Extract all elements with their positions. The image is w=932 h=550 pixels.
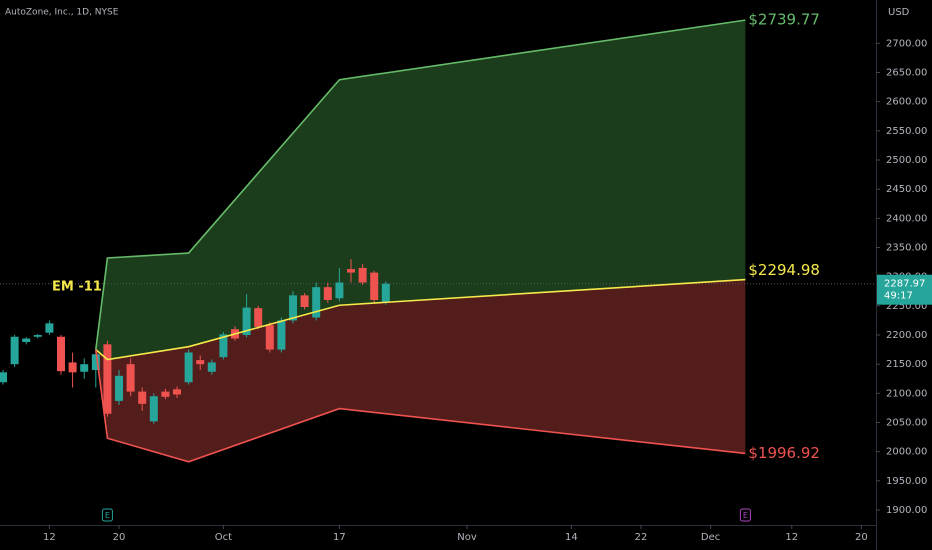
candle-body <box>45 323 54 333</box>
candle-body <box>161 391 170 397</box>
band-line <box>95 349 746 463</box>
candle-body <box>254 308 263 327</box>
candle-body <box>149 396 158 422</box>
candle-body <box>33 335 42 337</box>
candle-body <box>103 344 112 414</box>
candle-body <box>57 336 66 372</box>
candle-body <box>289 295 298 321</box>
candle-body <box>219 334 228 358</box>
candle-body <box>335 282 344 299</box>
x-tick-label: Nov <box>457 532 477 543</box>
currency-label: USD <box>888 7 910 18</box>
band-value-label: $1996.92 <box>748 444 820 462</box>
y-tick-label: 2550.00 <box>886 126 927 137</box>
y-tick-label: 2500.00 <box>886 155 927 166</box>
candle-body <box>184 352 193 383</box>
event-label: E <box>105 511 110 520</box>
y-tick-label: 1900.00 <box>886 505 927 516</box>
x-tick-label: Oct <box>215 532 232 543</box>
y-tick-label: 1950.00 <box>886 476 927 487</box>
last-price-label: 2287.97 <box>884 279 925 290</box>
y-tick-label: 2600.00 <box>886 97 927 108</box>
x-tick-label: 20 <box>113 532 126 543</box>
event-marker <box>101 508 113 522</box>
y-tick-label: 2250.00 <box>886 301 927 312</box>
y-tick-label: 2100.00 <box>886 388 927 399</box>
band-line <box>95 278 746 361</box>
candle-body <box>312 287 321 318</box>
countdown-label: 49:17 <box>884 291 913 302</box>
y-tick-label: 2150.00 <box>886 359 927 370</box>
band-value-label: $2294.98 <box>748 261 820 279</box>
candle-body <box>91 354 100 371</box>
y-tick-label: 2050.00 <box>886 418 927 429</box>
x-tick-label: 14 <box>565 532 578 543</box>
candle-body <box>80 364 89 372</box>
x-tick-label: Dec <box>701 532 720 543</box>
candle-body <box>300 295 309 308</box>
event-marker <box>739 508 751 522</box>
last-price-box <box>877 274 932 305</box>
candle-body <box>277 320 286 350</box>
y-tick-label: 2650.00 <box>886 68 927 79</box>
candle-body <box>196 360 205 365</box>
y-tick-label: 2350.00 <box>886 243 927 254</box>
candle-body <box>138 391 147 404</box>
candle-body <box>68 362 77 373</box>
candle-body <box>115 375 124 401</box>
candle-body <box>358 267 367 283</box>
annotation: EM -11 <box>52 280 102 295</box>
y-tick-label: 2700.00 <box>886 38 927 49</box>
candle-body <box>22 338 31 343</box>
candle-body <box>265 325 274 350</box>
event-label: E <box>743 511 748 520</box>
candle-body <box>126 364 135 392</box>
candle-body <box>242 307 251 336</box>
candle-body <box>323 287 332 301</box>
candle-body <box>0 372 8 383</box>
candle-body <box>10 336 19 365</box>
y-tick-label: 2450.00 <box>886 184 927 195</box>
band-value-label: $2739.77 <box>748 11 820 29</box>
y-tick-label: 2000.00 <box>886 447 927 458</box>
band-line <box>95 19 746 350</box>
lower-band-fill <box>95 279 746 462</box>
x-tick-label: 20 <box>855 532 868 543</box>
candle-body <box>207 362 216 372</box>
x-tick-label: 22 <box>635 532 648 543</box>
upper-band-fill <box>95 20 746 360</box>
candle-body <box>173 389 182 395</box>
y-tick-label: 2200.00 <box>886 330 927 341</box>
y-tick-label: 2400.00 <box>886 213 927 224</box>
candle-body <box>370 272 379 301</box>
x-tick-label: 12 <box>43 532 56 543</box>
chart-title: AutoZone, Inc., 1D, NYSE <box>5 8 119 18</box>
x-tick-label: 17 <box>333 532 346 543</box>
x-tick-label: 12 <box>785 532 798 543</box>
candle-body <box>381 283 390 303</box>
candle-body <box>347 269 356 273</box>
